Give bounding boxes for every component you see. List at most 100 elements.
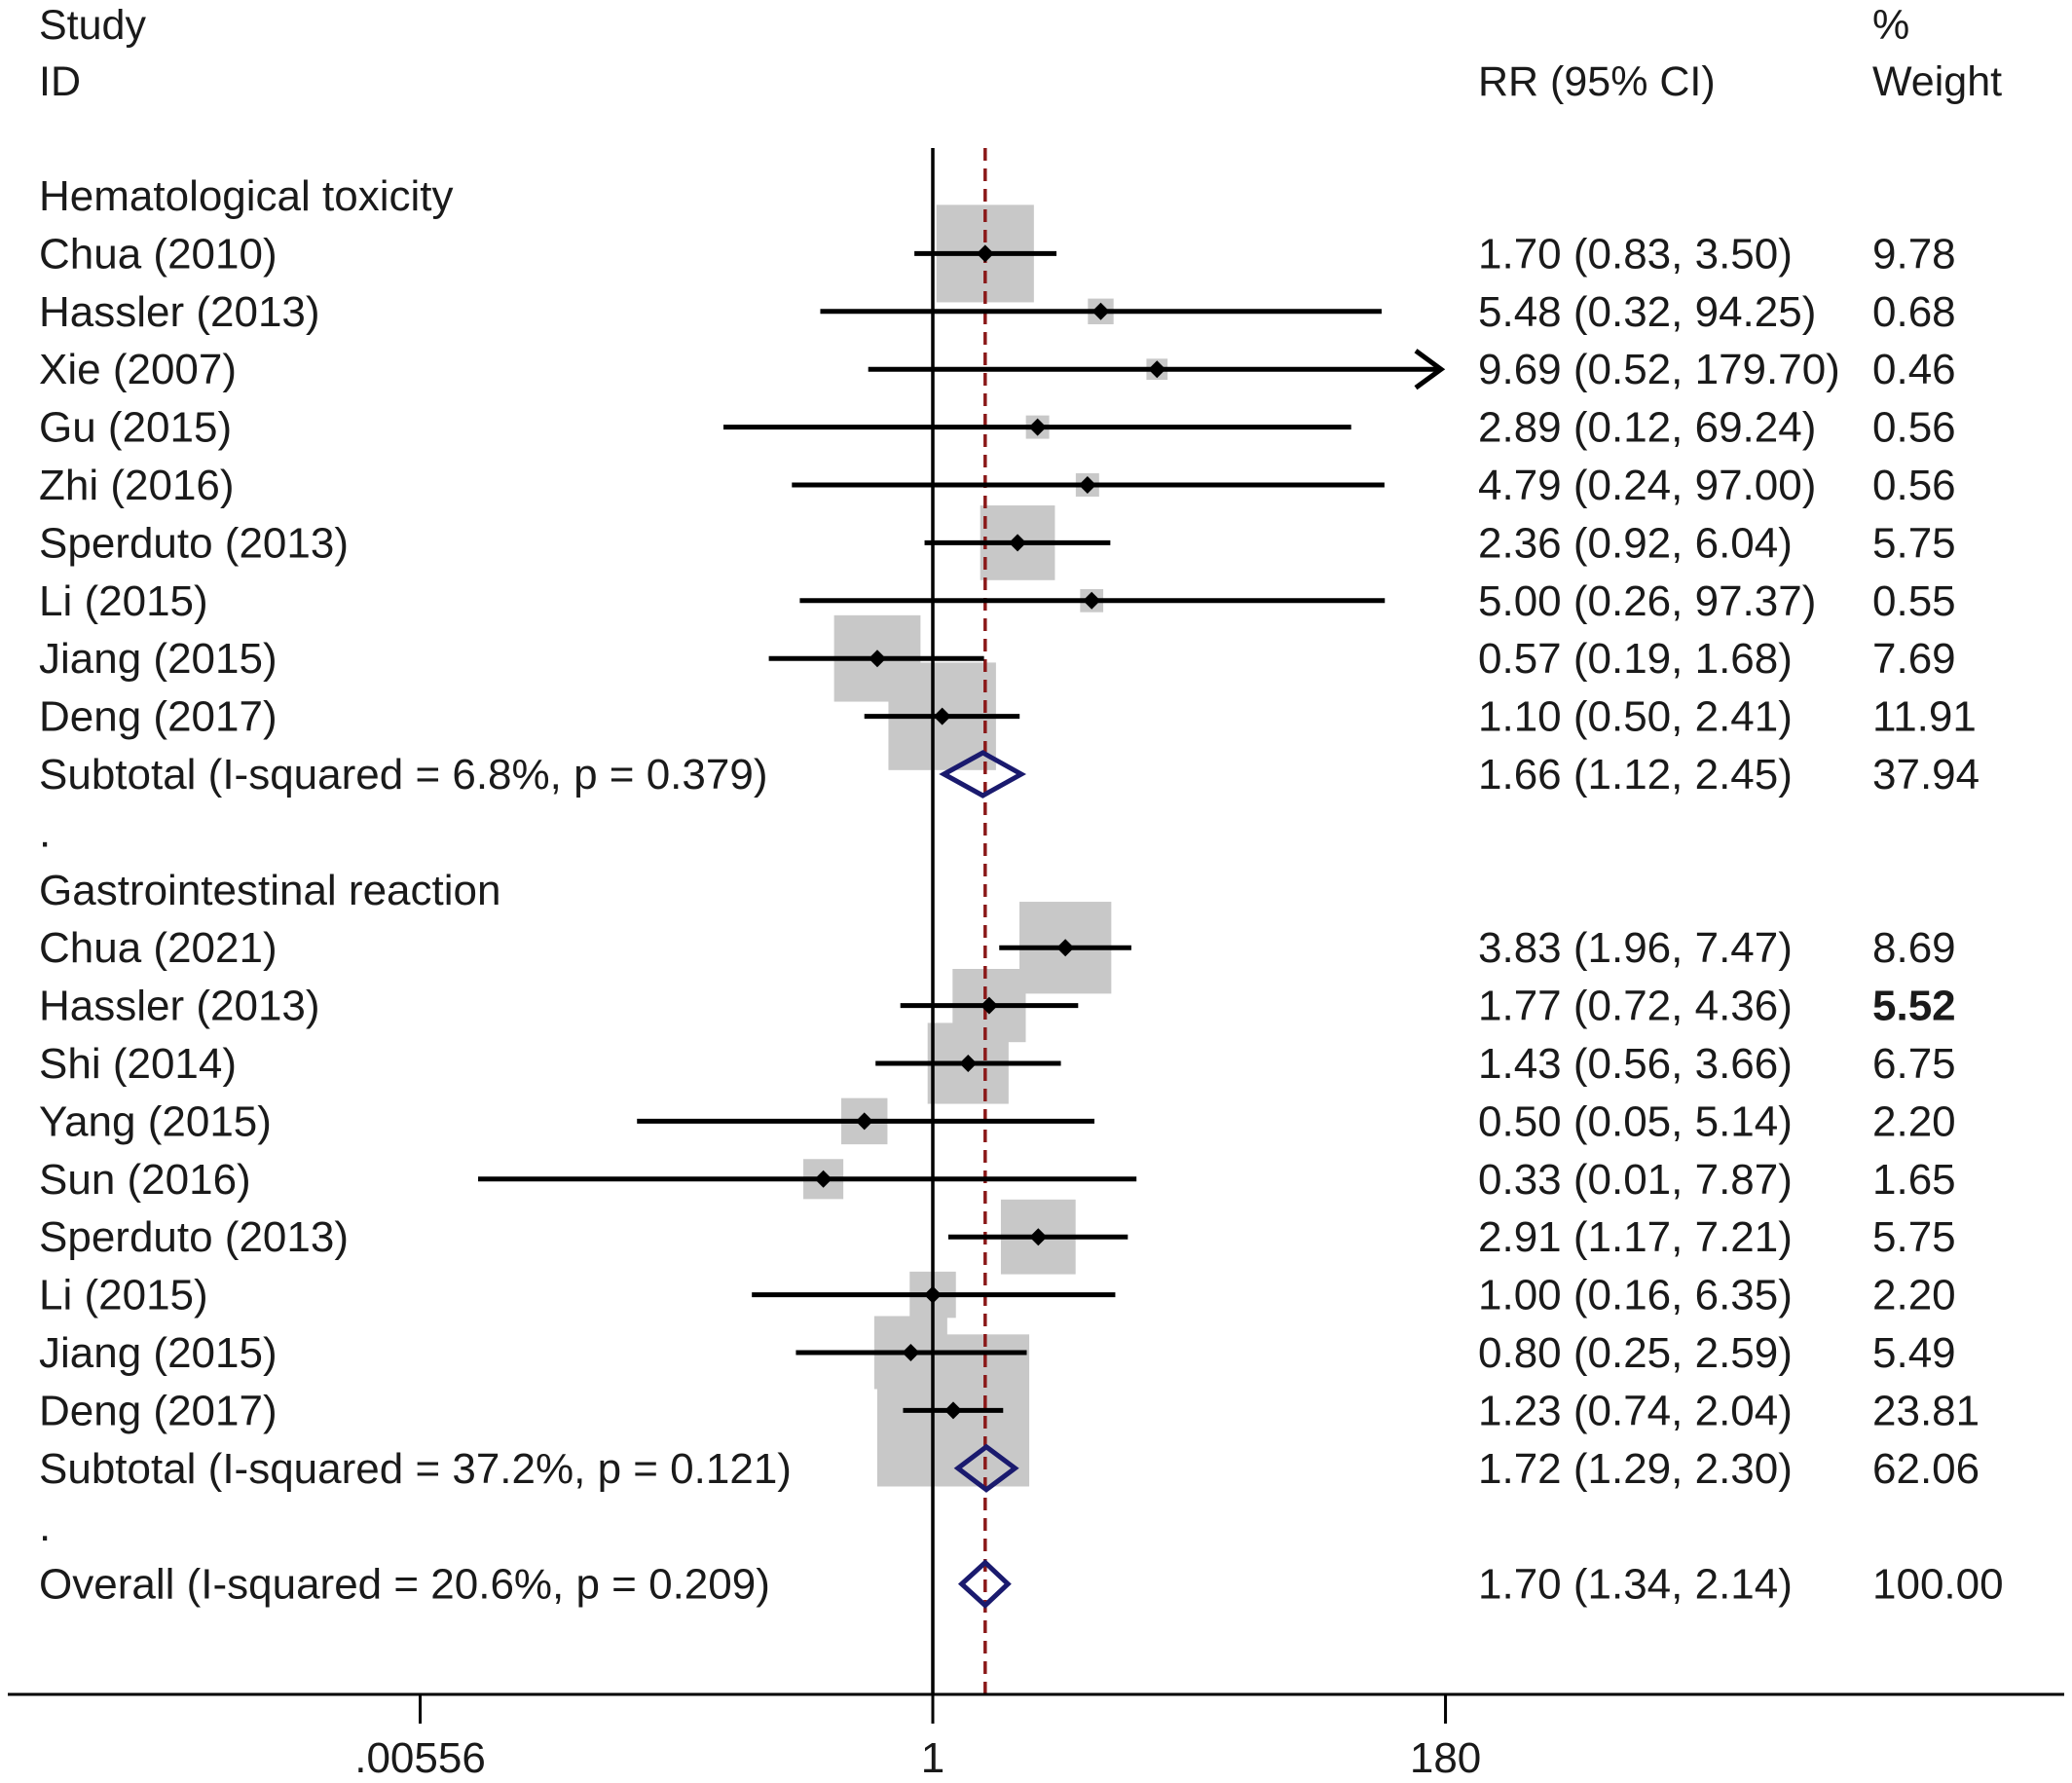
weight-text: 100.00 xyxy=(1872,1561,2004,1609)
header-weight: Weight xyxy=(1872,58,2002,105)
weight-text: 62.06 xyxy=(1872,1445,1980,1493)
ci-text: 1.23 (0.74, 2.04) xyxy=(1478,1387,1793,1434)
row-label-study: Hassler (2013) xyxy=(39,983,320,1030)
row-label-study: Jiang (2015) xyxy=(39,1329,278,1377)
ci-text: 0.33 (0.01, 7.87) xyxy=(1478,1156,1793,1204)
weight-text: 2.20 xyxy=(1872,1272,1956,1319)
weight-text: 6.75 xyxy=(1872,1040,1956,1088)
ci-text: 1.00 (0.16, 6.35) xyxy=(1478,1272,1793,1319)
ci-text: 0.50 (0.05, 5.14) xyxy=(1478,1097,1793,1145)
subtotal-diamond xyxy=(953,1443,1019,1493)
header-weight-pct: % xyxy=(1872,2,1909,49)
ci-text: 5.48 (0.32, 94.25) xyxy=(1478,288,1816,336)
row-label-study: Sperduto (2013) xyxy=(39,1213,349,1261)
ci-arrow xyxy=(1414,349,1446,390)
row-label-study: Shi (2014) xyxy=(39,1040,237,1088)
point-estimate xyxy=(1083,591,1101,610)
ci-text: 0.57 (0.19, 1.68) xyxy=(1478,635,1793,683)
ci-text: 1.66 (1.12, 2.45) xyxy=(1478,751,1793,799)
point-estimate xyxy=(1148,360,1166,379)
subtotal-diamond xyxy=(939,750,1026,799)
weight-text: 0.46 xyxy=(1872,346,1956,393)
x-tick-label: .00556 xyxy=(354,1734,486,1782)
header-effect: RR (95% CI) xyxy=(1478,58,1716,105)
weight-text: 0.55 xyxy=(1872,577,1956,625)
weight-text: 0.56 xyxy=(1872,404,1956,452)
x-tick-label: 180 xyxy=(1410,1734,1481,1782)
point-estimate xyxy=(959,1055,978,1072)
point-estimate xyxy=(902,1344,920,1361)
ci-text: 3.83 (1.96, 7.47) xyxy=(1478,924,1793,972)
reference-lines xyxy=(931,148,987,1694)
row-label-overall: Overall (I-squared = 20.6%, p = 0.209) xyxy=(39,1561,770,1609)
point-estimate xyxy=(1028,418,1047,436)
row-label-study: Hassler (2013) xyxy=(39,288,320,336)
weight-text: 5.75 xyxy=(1872,519,1956,567)
point-estimate xyxy=(1078,476,1096,494)
table-header: Study ID RR (95% CI) % Weight xyxy=(39,2,2002,105)
point-estimate xyxy=(976,244,994,263)
point-estimate xyxy=(1056,939,1075,957)
ci-text: 1.70 (0.83, 3.50) xyxy=(1478,230,1793,278)
weight-text: 9.78 xyxy=(1872,230,1956,278)
ci-text: 1.72 (1.29, 2.30) xyxy=(1478,1445,1793,1493)
weight-text: 5.75 xyxy=(1872,1213,1956,1261)
weight-text: 23.81 xyxy=(1872,1387,1980,1434)
weight-text: 1.65 xyxy=(1872,1156,1956,1204)
point-estimate xyxy=(1092,302,1110,320)
row-label-group: Gastrointestinal reaction xyxy=(39,867,500,914)
row-label-study: Deng (2017) xyxy=(39,693,278,741)
point-estimate xyxy=(1009,534,1027,552)
ci-text: 1.10 (0.50, 2.41) xyxy=(1478,693,1793,741)
row-labels: Hematological toxicity Chua (2010) 1.70 (0… xyxy=(39,172,2004,1609)
row-label-subtotal: Subtotal (I-squared = 6.8%, p = 0.379) xyxy=(39,751,767,799)
weight-text: 5.52 xyxy=(1872,983,1956,1030)
row-label-study: Chua (2010) xyxy=(39,230,278,278)
row-label-study: Zhi (2016) xyxy=(39,462,235,509)
ci-text: 5.00 (0.26, 97.37) xyxy=(1478,577,1816,625)
header-id: ID xyxy=(39,58,81,105)
weight-text: 8.69 xyxy=(1872,924,1956,972)
row-label-study: Xie (2007) xyxy=(39,346,237,393)
weight-text: 7.69 xyxy=(1872,635,1956,683)
row-label-study: Yang (2015) xyxy=(39,1097,272,1145)
row-label-study: Jiang (2015) xyxy=(39,635,278,683)
point-estimate xyxy=(933,707,951,725)
point-estimate xyxy=(944,1401,962,1420)
point-estimate xyxy=(814,1170,832,1188)
row-label-study: Deng (2017) xyxy=(39,1387,278,1434)
overall-diamond xyxy=(957,1559,1012,1610)
row-label-study: Li (2015) xyxy=(39,1272,208,1319)
weight-text: 0.56 xyxy=(1872,462,1956,509)
ci-text: 2.89 (0.12, 69.24) xyxy=(1478,404,1816,452)
x-axis: .00556 1 180 xyxy=(8,1692,2064,1782)
point-estimate xyxy=(924,1285,942,1304)
weight-text: 37.94 xyxy=(1872,751,1980,799)
row-label-group: Hematological toxicity xyxy=(39,172,454,220)
row-label-spacer: . xyxy=(39,808,51,856)
weight-text: 11.91 xyxy=(1872,693,1977,741)
weight-text: 5.49 xyxy=(1872,1329,1956,1377)
ci-text: 4.79 (0.24, 97.00) xyxy=(1478,462,1816,509)
row-label-study: Sun (2016) xyxy=(39,1156,251,1204)
ci-text: 0.80 (0.25, 2.59) xyxy=(1478,1329,1793,1377)
row-label-spacer: . xyxy=(39,1503,51,1550)
ci-text: 1.77 (0.72, 4.36) xyxy=(1478,983,1793,1030)
ci-text: 1.70 (1.34, 2.14) xyxy=(1478,1561,1793,1609)
ci-text: 2.91 (1.17, 7.21) xyxy=(1478,1213,1793,1261)
row-label-study: Gu (2015) xyxy=(39,404,232,452)
point-estimate xyxy=(855,1112,873,1131)
weight-text: 2.20 xyxy=(1872,1097,1956,1145)
row-label-subtotal: Subtotal (I-squared = 37.2%, p = 0.121) xyxy=(39,1445,792,1493)
row-label-study: Li (2015) xyxy=(39,577,208,625)
header-study: Study xyxy=(39,2,146,49)
ci-text: 1.43 (0.56, 3.66) xyxy=(1478,1040,1793,1088)
row-label-study: Chua (2021) xyxy=(39,924,278,972)
point-estimate xyxy=(869,650,887,668)
ci-text: 9.69 (0.52, 179.70) xyxy=(1478,346,1840,393)
point-estimate xyxy=(980,996,998,1015)
ci-text: 2.36 (0.92, 6.04) xyxy=(1478,519,1793,567)
study-marks xyxy=(478,244,1446,1610)
weight-text: 0.68 xyxy=(1872,288,1956,336)
